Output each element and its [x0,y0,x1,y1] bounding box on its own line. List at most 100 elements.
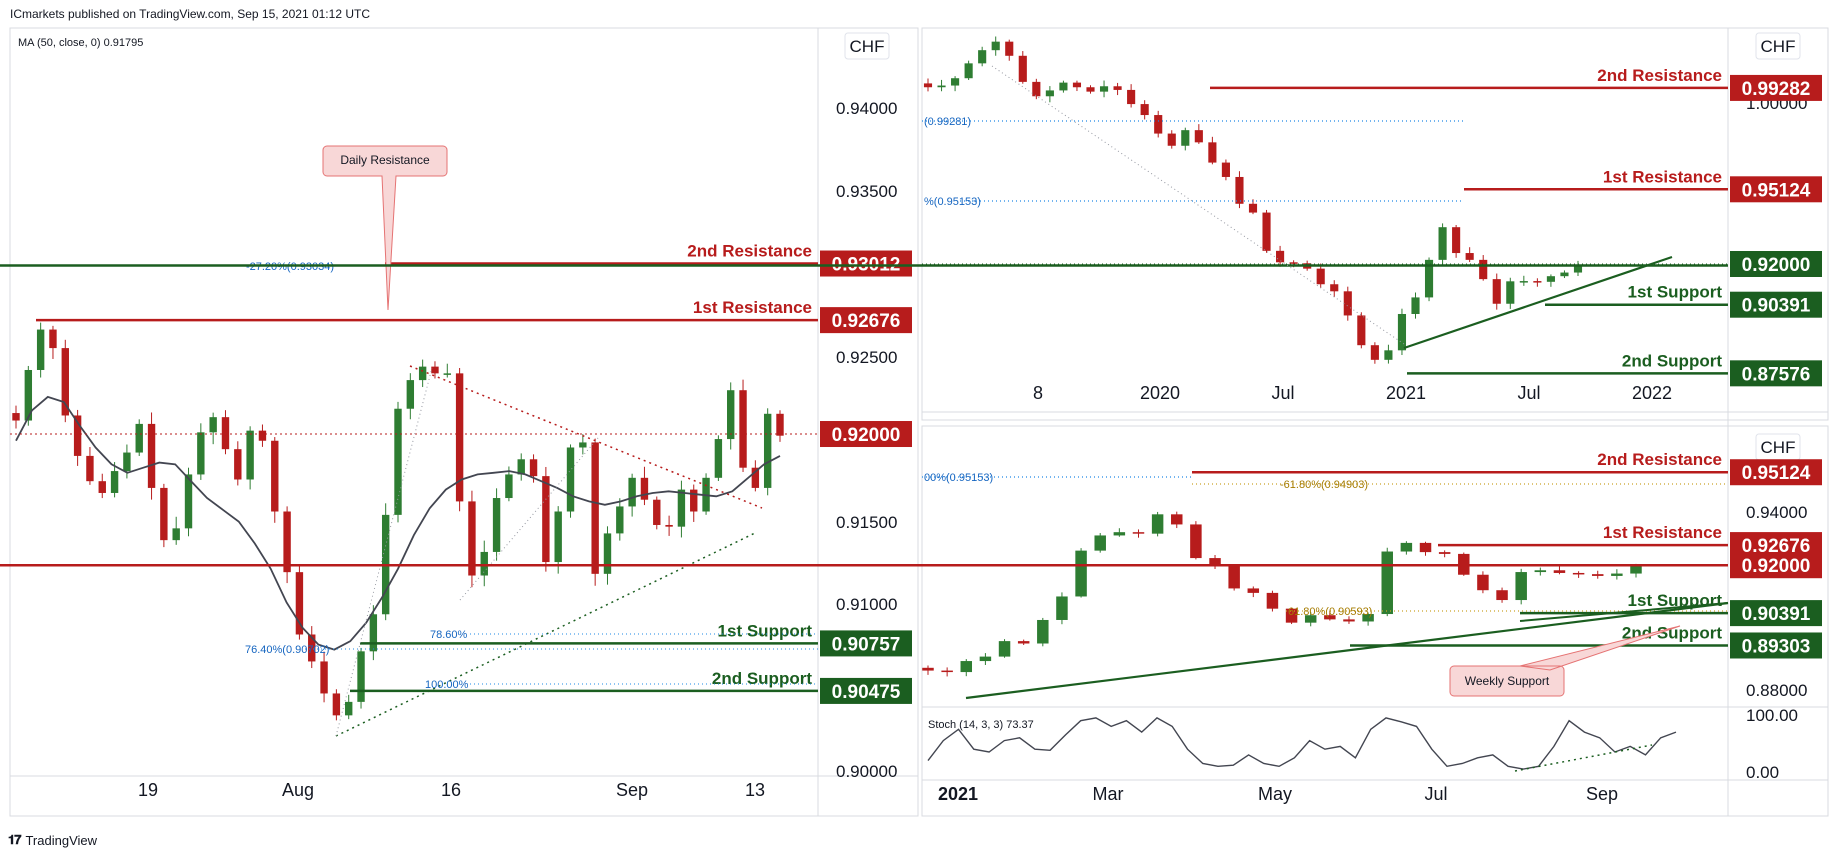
daily-level-label: 1st Resistance [693,298,812,317]
daily-ma-indicator-label: MA (50, close, 0) 0.91795 [18,37,143,49]
daily-candle-body [505,474,513,499]
daily-candle-body [640,477,649,500]
weekly-candle-body [1075,550,1087,597]
monthly-level-price-value: 0.95124 [1742,180,1811,201]
daily-level-price-value: 0.92676 [832,311,901,332]
monthly-candle-body [1330,284,1339,292]
weekly-candle-body [941,670,953,673]
monthly-panel-frame [921,27,1829,421]
weekly-support-callout [1449,625,1681,697]
monthly-level-price-value: 0.92000 [1742,255,1811,276]
monthly-candle-body [1316,268,1325,285]
daily-candle-body [221,417,230,450]
monthly-candle-body [1397,313,1407,351]
daily-moving-average-line [15,395,781,651]
monthly-candle-body [1492,279,1501,304]
weekly-candle-body [1304,615,1317,623]
monthly-level-price-value: 0.90391 [1742,296,1811,317]
daily-candle-body [677,489,686,527]
monthly-candle-body [1262,212,1271,251]
monthly-level-label: 2nd Resistance [1597,66,1722,85]
tradingview-footer[interactable]: 𝟏𝟕 TradingView [8,832,97,848]
monthly-candle-body [1411,297,1420,314]
weekly-candle-body [1056,596,1068,620]
monthly-candle-body [1221,162,1230,177]
weekly-x-tick: Mar [1093,784,1124,804]
stoch-y-tick: 100.00 [1746,706,1798,725]
daily-fib-764-label: 76.40%(0.90702) [245,644,329,656]
daily-currency-box [844,32,890,60]
daily-candle-body [566,447,575,512]
weekly-level-label: 2nd Support [1622,623,1722,642]
monthly-candle-body [1154,115,1163,134]
daily-candle-body [123,452,131,472]
daily-level-label: 1st Support [718,621,813,640]
daily-candle-body [308,634,316,662]
daily-candle-body [554,511,562,563]
weekly-candle-body [1477,574,1489,591]
daily-candle-body [36,329,45,370]
monthly-level-price-box [1730,74,1822,101]
daily-candle-body [763,413,772,488]
monthly-candle-body [1343,291,1352,316]
weekly-level-price-box [1730,459,1822,486]
monthly-level-label: 1st Resistance [1603,167,1722,186]
weekly-candle-body [1113,532,1126,536]
daily-candle-body [542,476,550,563]
daily-level-label: 2nd Resistance [687,242,812,261]
weekly-candle-body [1611,573,1623,576]
weekly-level-price-box [1730,600,1822,627]
daily-x-tick: 19 [138,780,158,800]
monthly-candle-body [1573,265,1583,273]
daily-candle-body [653,499,661,525]
monthly-candle-body [1546,276,1555,282]
daily-x-tick: Aug [282,780,314,800]
monthly-candle-body [1465,253,1474,260]
monthly-candle-body [1452,227,1461,254]
monthly-ascending-trendline [1403,255,1673,350]
daily-candle-body [369,614,378,652]
daily-candle-body [492,498,501,552]
monthly-x-tick: 2021 [1386,383,1426,403]
monthly-candle-body [1533,281,1542,283]
monthly-candle-body [1181,130,1190,146]
daily-candle-body [776,413,784,436]
daily-candle-body [431,366,439,374]
daily-candle-body [86,455,94,482]
daily-candle-body [406,380,415,409]
daily-candle-body [665,524,673,527]
daily-resistance-callout-text: Daily Resistance [340,153,430,167]
monthly-candle-body [1113,86,1122,90]
weekly-candle-body [998,641,1011,657]
weekly-candle-body [1381,551,1393,615]
daily-candle-body [690,489,698,512]
weekly-candle-body [979,656,992,662]
monthly-level-price-box [1730,251,1822,277]
weekly-chart: CHF 0.94000 0.92000 0.88000 2nd Resistance 0.… [0,433,1822,700]
daily-y-tick: 0.91500 [836,513,897,532]
monthly-candle-body [1086,87,1095,92]
monthly-fib-2-label: %(0.95153) [924,196,981,208]
weekly-support-callout-text: Weekly Support [1465,674,1550,688]
weekly-level-price-value: 0.92676 [1742,536,1811,557]
weekly-y-tick: 0.94000 [1746,503,1807,522]
daily-fib-786-label: 78.60% [430,629,468,641]
monthly-candle-body [1018,55,1027,82]
monthly-candle-body [1370,345,1379,360]
weekly-x-tick: 2021 [938,784,978,804]
daily-x-tick: 16 [441,780,461,800]
daily-candle-body [603,533,612,574]
weekly-level-price-value: 0.95124 [1742,463,1811,484]
daily-candle-body [73,415,82,456]
weekly-candle-body [1591,574,1604,576]
weekly-candle-body [1343,619,1355,622]
monthly-candle-body [1167,133,1176,146]
daily-x-tick: Sep [616,780,648,800]
daily-candle-body [160,487,168,541]
monthly-x-tick: 2022 [1632,383,1672,403]
weekly-candle-body [1419,542,1432,553]
weekly-candle-body [1496,590,1508,601]
monthly-candle-body [923,83,933,88]
daily-level-price-value: 0.90475 [832,682,901,703]
